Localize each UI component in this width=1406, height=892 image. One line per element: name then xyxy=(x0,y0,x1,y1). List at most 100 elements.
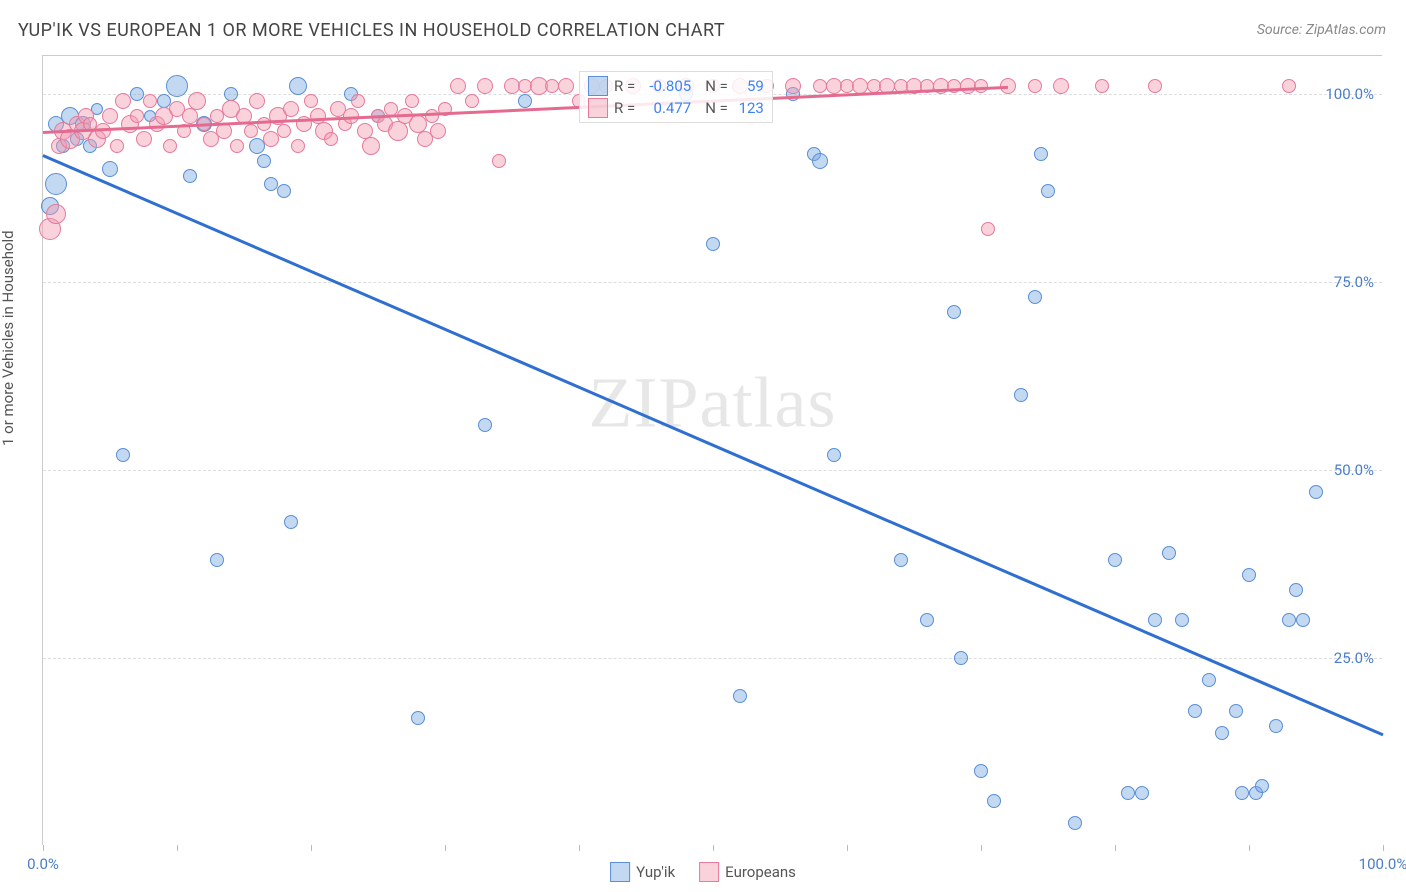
gridline-h xyxy=(43,282,1382,283)
scatter-point xyxy=(1053,78,1069,94)
scatter-point xyxy=(1028,79,1042,93)
scatter-point xyxy=(785,78,801,94)
x-tick xyxy=(579,845,580,851)
plot-area: ZIPatlas 25.0%50.0%75.0%100.0%0.0%100.0%… xyxy=(42,55,1382,845)
legend-label: Yup'ik xyxy=(636,863,675,881)
source-attribution: Source: ZipAtlas.com xyxy=(1257,22,1386,38)
stats-row: R =0.477N =123 xyxy=(588,98,764,118)
scatter-point xyxy=(1289,583,1303,597)
y-tick-label: 50.0% xyxy=(1334,461,1374,479)
scatter-point xyxy=(143,94,157,108)
scatter-point xyxy=(304,94,318,108)
legend-swatch xyxy=(699,862,719,882)
stat-n-value: 59 xyxy=(734,77,764,95)
scatter-point xyxy=(465,94,479,108)
scatter-point xyxy=(130,87,144,101)
scatter-point xyxy=(115,93,131,109)
watermark: ZIPatlas xyxy=(589,362,837,445)
scatter-point xyxy=(1202,673,1216,687)
gridline-h xyxy=(43,470,1382,471)
scatter-point xyxy=(1041,184,1055,198)
x-tick xyxy=(311,845,312,851)
scatter-point xyxy=(894,553,908,567)
scatter-point xyxy=(388,121,408,141)
scatter-point xyxy=(249,93,265,109)
scatter-point xyxy=(518,94,532,108)
scatter-point xyxy=(430,123,446,139)
x-tick xyxy=(43,845,44,851)
scatter-point xyxy=(277,184,291,198)
legend-item: Yup'ik xyxy=(610,862,675,882)
scatter-point xyxy=(46,204,66,224)
scatter-point xyxy=(1215,726,1229,740)
scatter-point xyxy=(1282,79,1296,93)
scatter-point xyxy=(284,515,298,529)
stat-r-label: R = xyxy=(614,77,635,95)
gridline-h xyxy=(43,658,1382,659)
scatter-point xyxy=(183,169,197,183)
scatter-point xyxy=(1148,79,1162,93)
scatter-point xyxy=(1235,786,1249,800)
stats-swatch xyxy=(588,98,608,118)
scatter-point xyxy=(1108,553,1122,567)
scatter-point xyxy=(116,448,130,462)
legend-item: Europeans xyxy=(699,862,796,882)
scatter-point xyxy=(1282,613,1296,627)
scatter-point xyxy=(136,131,152,147)
x-tick-label: 100.0% xyxy=(1359,855,1406,873)
scatter-point xyxy=(1135,786,1149,800)
scatter-point xyxy=(1148,613,1162,627)
scatter-point xyxy=(163,139,177,153)
scatter-point xyxy=(1269,719,1283,733)
scatter-point xyxy=(706,237,720,251)
y-tick-label: 100.0% xyxy=(1325,85,1374,103)
stat-r-value: -0.805 xyxy=(641,77,691,95)
scatter-point xyxy=(1068,816,1082,830)
chart-title: YUP'IK VS EUROPEAN 1 OR MORE VEHICLES IN… xyxy=(18,20,725,41)
scatter-point xyxy=(1242,568,1256,582)
scatter-point xyxy=(362,137,380,155)
x-tick xyxy=(847,845,848,851)
stat-n-value: 123 xyxy=(734,99,764,117)
stat-n-label: N = xyxy=(705,77,728,95)
scatter-point xyxy=(558,78,574,94)
scatter-point xyxy=(351,94,365,108)
scatter-point xyxy=(188,92,206,110)
scatter-point xyxy=(277,124,291,138)
scatter-point xyxy=(257,154,271,168)
scatter-point xyxy=(492,154,506,168)
scatter-point xyxy=(987,794,1001,808)
x-tick xyxy=(713,845,714,851)
scatter-point xyxy=(450,78,466,94)
y-tick-label: 75.0% xyxy=(1334,273,1374,291)
scatter-point xyxy=(102,108,118,124)
x-tick xyxy=(1249,845,1250,851)
legend-swatch xyxy=(610,862,630,882)
scatter-point xyxy=(263,131,279,147)
scatter-point xyxy=(264,177,278,191)
scatter-point xyxy=(224,87,238,101)
x-tick xyxy=(1115,845,1116,851)
scatter-point xyxy=(1028,290,1042,304)
y-tick-label: 25.0% xyxy=(1334,649,1374,667)
scatter-point xyxy=(110,139,124,153)
scatter-point xyxy=(1162,546,1176,560)
stat-n-label: N = xyxy=(705,99,728,117)
scatter-point xyxy=(102,161,118,177)
stat-r-value: 0.477 xyxy=(641,99,691,117)
scatter-point xyxy=(230,139,244,153)
legend: Yup'ik Europeans xyxy=(610,862,796,882)
scatter-point xyxy=(478,418,492,432)
scatter-point xyxy=(166,75,188,97)
scatter-point xyxy=(733,689,747,703)
scatter-point xyxy=(1014,388,1028,402)
scatter-point xyxy=(947,305,961,319)
scatter-point xyxy=(827,448,841,462)
scatter-point xyxy=(477,78,493,94)
scatter-point xyxy=(954,651,968,665)
scatter-point xyxy=(283,101,299,117)
scatter-point xyxy=(405,94,419,108)
x-tick xyxy=(1383,845,1384,851)
stats-box: R =-0.805N =59R =0.477N =123 xyxy=(579,71,773,123)
scatter-point xyxy=(1229,704,1243,718)
